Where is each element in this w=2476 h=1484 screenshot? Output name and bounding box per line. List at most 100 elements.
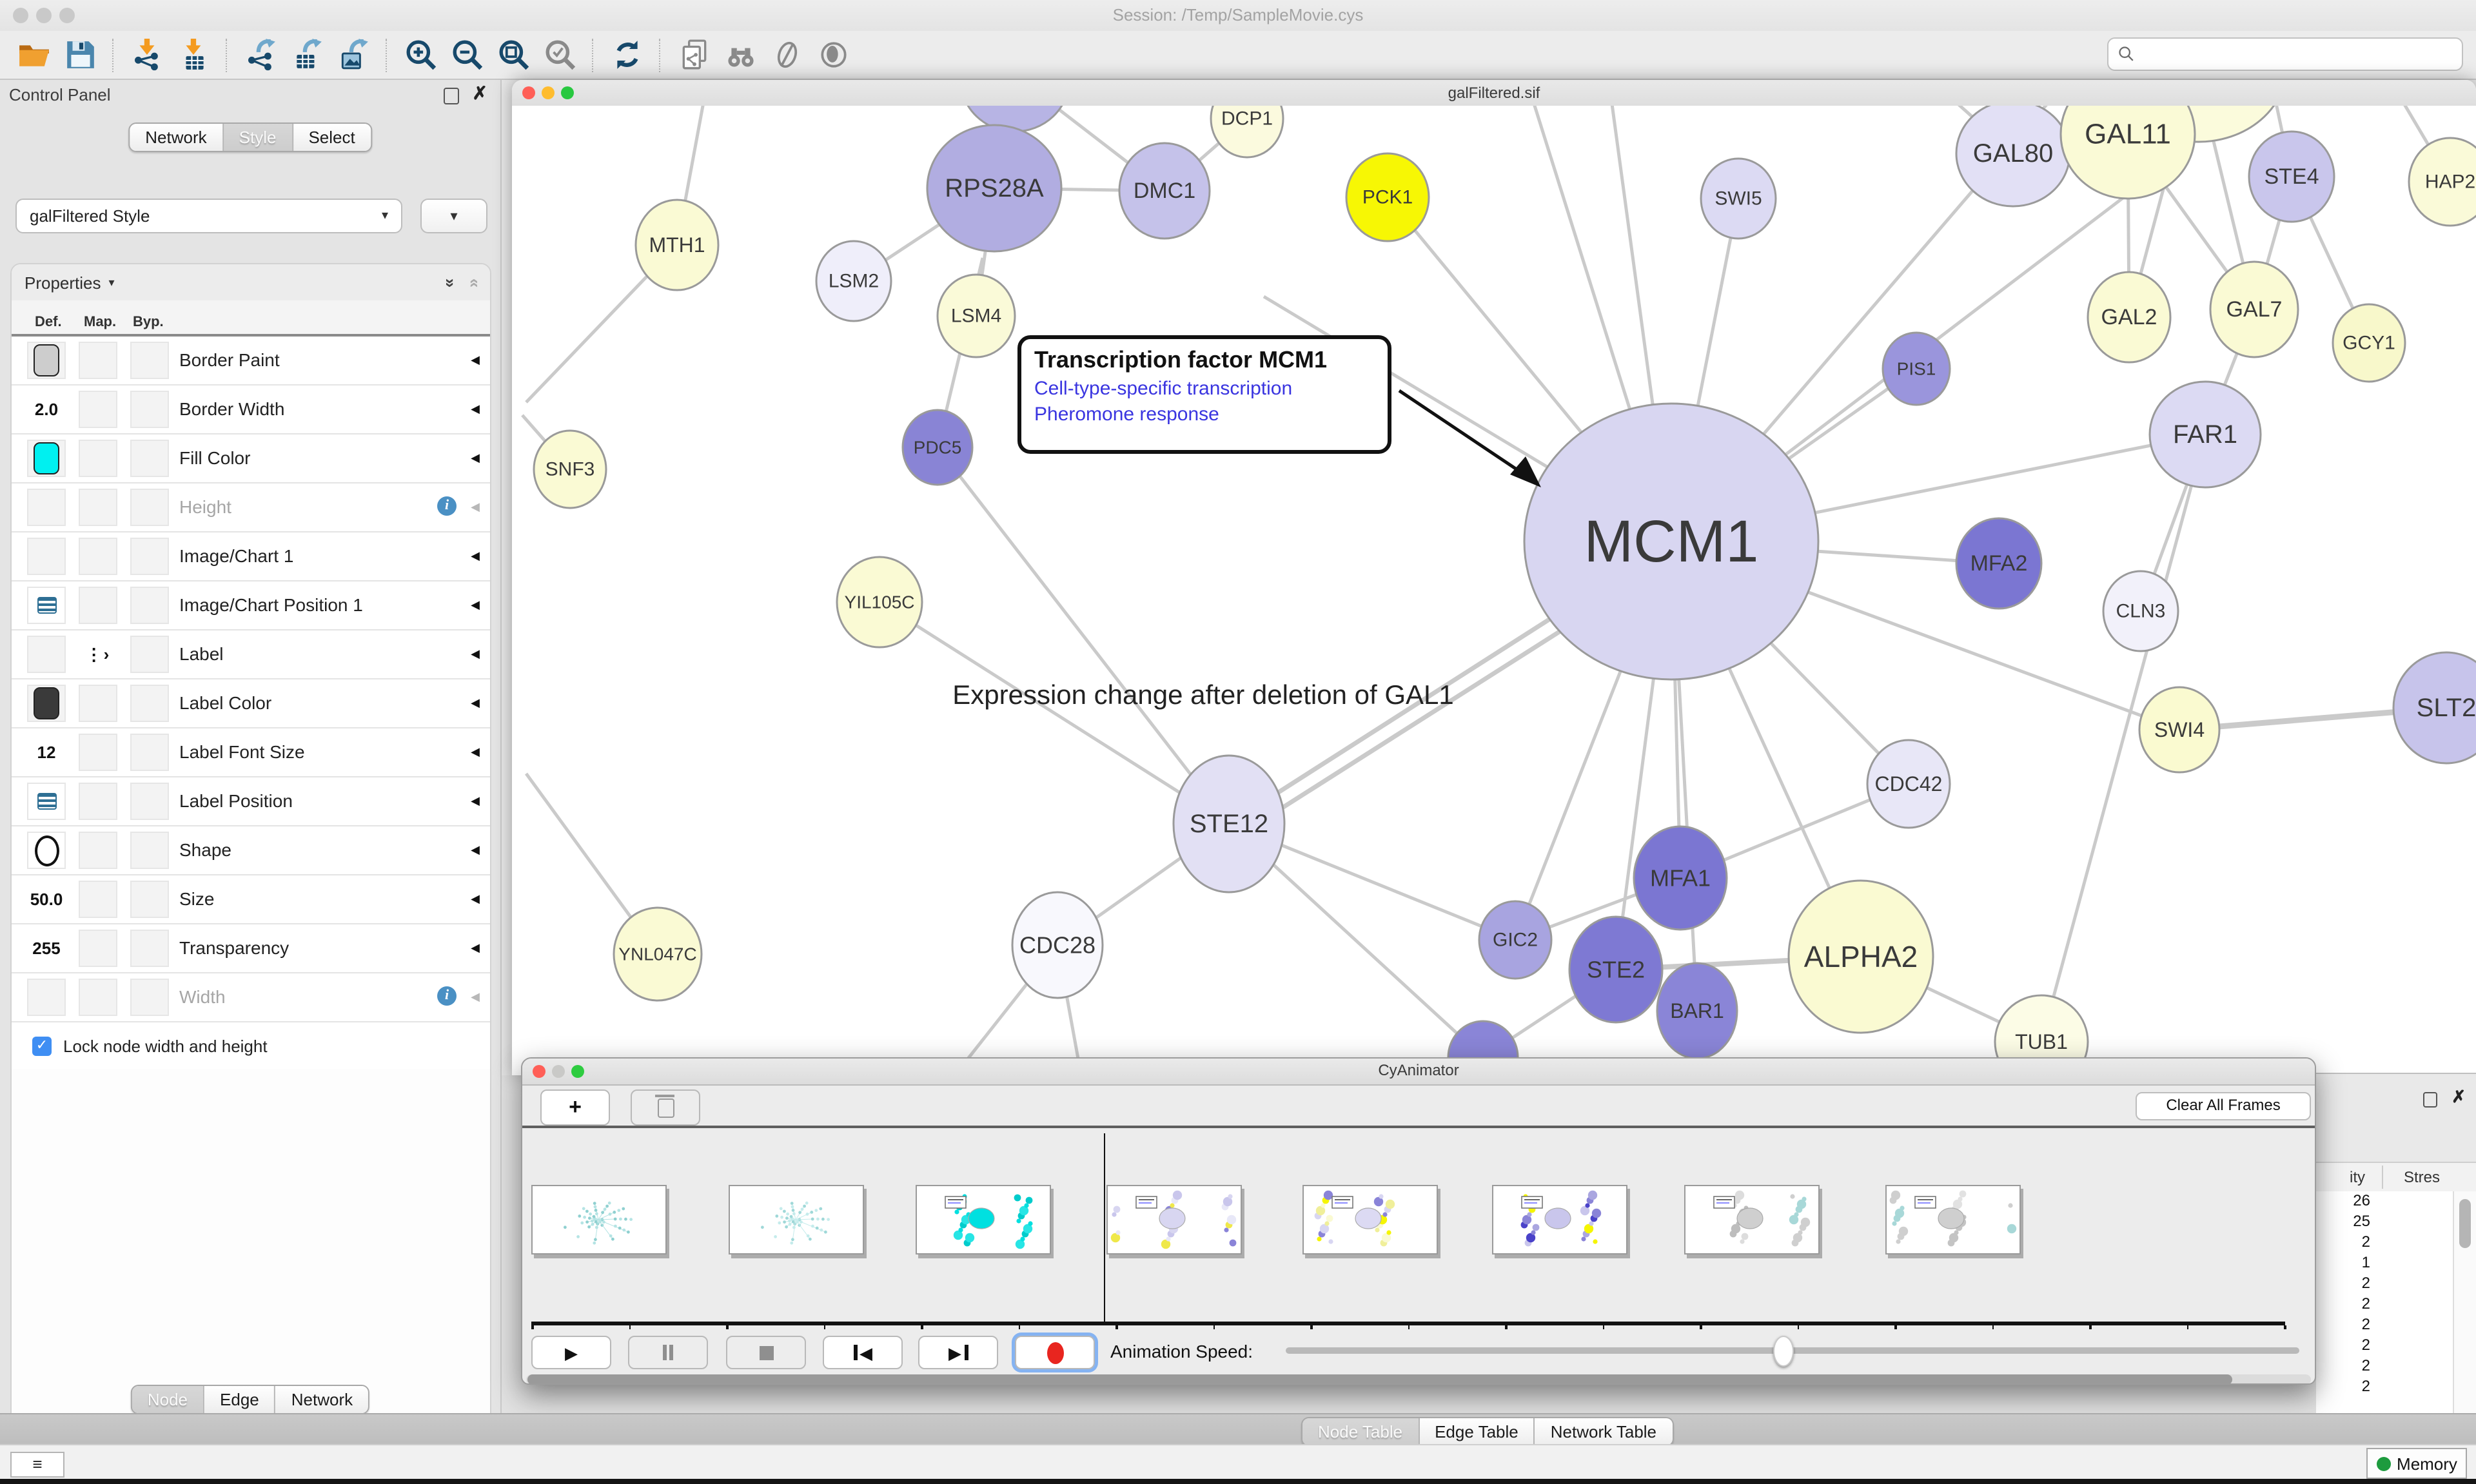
search-input[interactable] [2107, 37, 2463, 71]
scrollbar-thumb[interactable] [2459, 1199, 2471, 1248]
annotation-box[interactable]: Transcription factor MCM1 Cell-type-spec… [1017, 335, 1391, 454]
table-row[interactable]: 2 [2361, 1233, 2370, 1251]
network-node-snf3[interactable]: SNF3 [533, 429, 607, 509]
tab-network[interactable]: Network [130, 124, 224, 151]
expand-row-icon[interactable]: ◀ [471, 696, 480, 709]
value-cell[interactable] [130, 636, 169, 673]
clear-all-frames-button[interactable]: Clear All Frames [2136, 1092, 2311, 1120]
app-zoom-icon[interactable] [59, 8, 75, 23]
timeline-area[interactable]: 0123456789 Seconds [522, 1126, 2315, 1383]
frame-thumbnail-8[interactable] [1885, 1185, 2021, 1255]
property-row-image-chart-1[interactable]: Image/Chart 1 ◀ [12, 532, 490, 581]
property-row-label-font-size[interactable]: 12 Label Font Size ◀ [12, 728, 490, 777]
go-to-end-button[interactable]: ▶ [918, 1336, 998, 1369]
window-minimize-icon[interactable] [542, 86, 555, 99]
expand-row-icon[interactable]: ◀ [471, 647, 480, 660]
network-node-mfa2[interactable]: MFA2 [1955, 517, 2043, 610]
network-node-mfa1[interactable]: MFA1 [1633, 825, 1728, 931]
annotation-link-1[interactable]: Cell-type-specific transcription [1034, 378, 1293, 400]
network-node-pck1[interactable]: PCK1 [1345, 152, 1430, 242]
collapse-all-icon[interactable]: » [462, 277, 482, 288]
network-node-pdc5[interactable]: PDC5 [901, 409, 974, 486]
add-frame-button[interactable]: + [540, 1089, 610, 1126]
float-window-icon[interactable] [444, 88, 459, 104]
cyanimator-titlebar[interactable]: CyAnimator [522, 1059, 2315, 1086]
value-cell[interactable] [130, 489, 169, 526]
tab-edge[interactable]: Edge [204, 1386, 276, 1413]
zoom-fit-icon[interactable] [494, 35, 533, 74]
import-table-icon[interactable] [174, 35, 213, 74]
value-cell[interactable] [130, 832, 169, 869]
value-cell[interactable] [27, 979, 66, 1016]
value-cell[interactable]: 50.0 [30, 890, 63, 909]
window-zoom-icon[interactable] [571, 1065, 584, 1078]
scrollbar-thumb[interactable] [527, 1374, 2232, 1383]
value-cell[interactable] [27, 342, 66, 379]
expand-row-icon[interactable]: ◀ [471, 892, 480, 905]
info-icon[interactable]: i [437, 986, 457, 1006]
expand-row-icon[interactable]: ◀ [471, 549, 480, 562]
value-cell[interactable] [130, 685, 169, 722]
value-cell[interactable] [130, 930, 169, 967]
expand-row-icon[interactable]: ◀ [471, 353, 480, 366]
value-cell[interactable] [130, 538, 169, 575]
task-history-button[interactable]: ≡ [10, 1452, 64, 1478]
property-row-border-paint[interactable]: Border Paint ◀ [12, 337, 490, 386]
frame-thumbnail-5[interactable] [1302, 1185, 1438, 1255]
value-cell[interactable] [79, 391, 117, 428]
network-node-gal2[interactable]: GAL2 [2087, 271, 2172, 364]
property-row-label-color[interactable]: Label Color ◀ [12, 679, 490, 728]
network-node-alpha2[interactable]: ALPHA2 [1787, 879, 1934, 1034]
column-radiality[interactable]: ity [2350, 1168, 2365, 1186]
refresh-view-icon[interactable] [607, 35, 646, 74]
network-node-gcy1[interactable]: GCY1 [2332, 303, 2406, 383]
network-node-ste4[interactable]: STE4 [2248, 130, 2335, 223]
property-row-size[interactable]: 50.0 Size ◀ [12, 875, 490, 924]
frame-thumbnail-2[interactable] [729, 1185, 864, 1255]
value-cell[interactable] [79, 881, 117, 918]
expand-row-icon[interactable]: ◀ [471, 794, 480, 807]
network-node-ynl047c[interactable]: YNL047C [613, 906, 703, 1002]
network-node-gal11[interactable]: GAL11 [2059, 106, 2196, 200]
value-cell[interactable] [79, 930, 117, 967]
property-row-image-chart-position-1[interactable]: Image/Chart Position 1 ◀ [12, 581, 490, 630]
value-cell[interactable]: 12 [37, 743, 56, 762]
value-cell[interactable] [27, 832, 66, 869]
horizontal-scrollbar[interactable] [526, 1374, 2311, 1383]
checkbox-checked-icon[interactable]: ✓ [32, 1036, 52, 1055]
tab-select[interactable]: Select [293, 124, 371, 151]
import-network-icon[interactable] [128, 35, 166, 74]
network-node-yil105c[interactable]: YIL105C [836, 556, 923, 649]
network-node-mcm1[interactable]: MCM1 [1523, 402, 1820, 681]
value-cell[interactable]: 2.0 [34, 400, 59, 419]
value-cell[interactable] [130, 440, 169, 477]
close-icon[interactable]: ✗ [472, 83, 487, 103]
frame-thumbnail-3[interactable] [916, 1185, 1051, 1255]
playhead[interactable] [1104, 1133, 1105, 1322]
expand-row-icon[interactable]: ◀ [471, 451, 480, 464]
table-row[interactable]: 2 [2361, 1377, 2370, 1395]
network-node-ste2[interactable]: STE2 [1568, 915, 1664, 1024]
app-close-icon[interactable] [13, 8, 28, 23]
network-node-hap2[interactable]: HAP2 [2408, 137, 2476, 227]
value-cell[interactable] [79, 979, 117, 1016]
network-node-far1[interactable]: FAR1 [2148, 380, 2262, 489]
value-cell[interactable] [27, 685, 66, 722]
network-node-mth1[interactable]: MTH1 [634, 199, 720, 291]
table-row[interactable]: 2 [2361, 1336, 2370, 1354]
column-divider[interactable] [2382, 1166, 2383, 1189]
style-options-button[interactable]: ▾ [420, 199, 487, 233]
property-row-shape[interactable]: Shape ◀ [12, 826, 490, 875]
memory-button[interactable]: Memory [2366, 1448, 2467, 1479]
property-row-border-width[interactable]: 2.0 Border Width ◀ [12, 386, 490, 434]
value-cell[interactable] [27, 440, 66, 477]
network-node-cdc42[interactable]: CDC42 [1866, 739, 1951, 829]
tab-network-table[interactable]: Network Table [1535, 1418, 1673, 1445]
animation-speed-slider[interactable] [1286, 1336, 2299, 1367]
delete-frame-button[interactable] [631, 1089, 700, 1126]
expand-all-icon[interactable]: » [440, 277, 460, 288]
go-to-start-button[interactable]: ◀ [823, 1336, 903, 1369]
value-cell[interactable] [27, 587, 66, 624]
property-row-width[interactable]: Width i ◀ [12, 973, 490, 1022]
lock-size-row[interactable]: ✓ Lock node width and height [12, 1022, 490, 1069]
